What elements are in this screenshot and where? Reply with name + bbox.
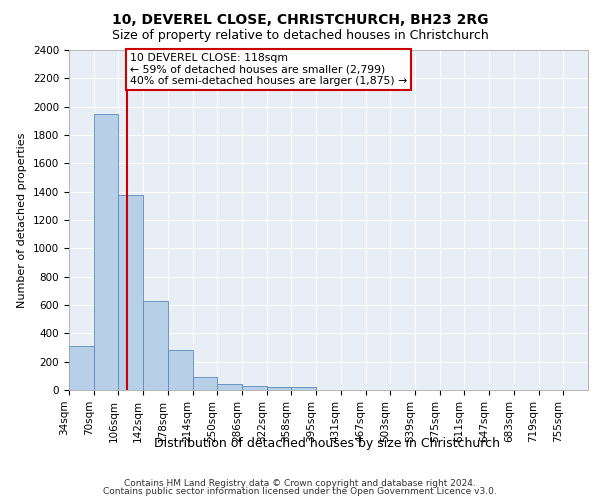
Text: 10 DEVEREL CLOSE: 118sqm
← 59% of detached houses are smaller (2,799)
40% of sem: 10 DEVEREL CLOSE: 118sqm ← 59% of detach…: [130, 53, 407, 86]
Bar: [168, 350, 193, 390]
Bar: [69, 346, 94, 390]
Bar: [217, 384, 242, 390]
Bar: [292, 387, 316, 390]
Bar: [143, 300, 168, 390]
Bar: [193, 376, 217, 390]
Bar: [94, 114, 118, 390]
Text: Contains HM Land Registry data © Crown copyright and database right 2024.: Contains HM Land Registry data © Crown c…: [124, 478, 476, 488]
Bar: [242, 386, 267, 390]
Text: Distribution of detached houses by size in Christchurch: Distribution of detached houses by size …: [154, 438, 500, 450]
Text: 10, DEVEREL CLOSE, CHRISTCHURCH, BH23 2RG: 10, DEVEREL CLOSE, CHRISTCHURCH, BH23 2R…: [112, 12, 488, 26]
Y-axis label: Number of detached properties: Number of detached properties: [17, 132, 28, 308]
Text: Contains public sector information licensed under the Open Government Licence v3: Contains public sector information licen…: [103, 487, 497, 496]
Text: Size of property relative to detached houses in Christchurch: Size of property relative to detached ho…: [112, 29, 488, 42]
Bar: [118, 194, 143, 390]
Bar: [267, 387, 292, 390]
